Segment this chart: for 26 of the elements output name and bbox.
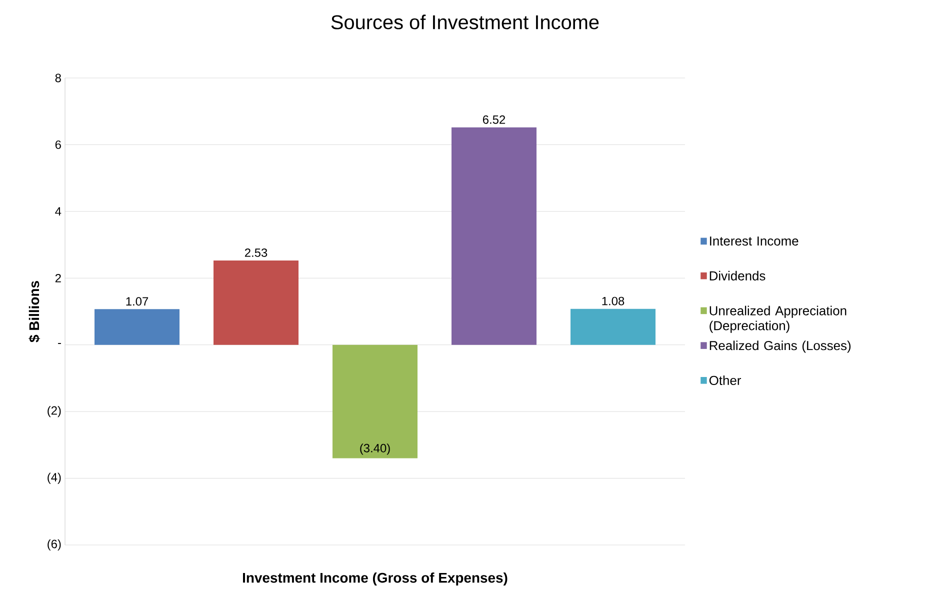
bar <box>94 309 180 345</box>
y-tick-label: 4 <box>55 207 62 216</box>
y-tick-label: (2) <box>48 406 61 418</box>
y-tick-label: 6 <box>55 140 61 149</box>
x-axis-title: Investment Income (Gross of Expenses) <box>243 572 508 586</box>
y-axis-title: $ Billions <box>28 281 40 342</box>
bar <box>214 260 299 345</box>
y-tick-label: (4) <box>48 472 61 484</box>
y-tick-label: 8 <box>55 74 61 82</box>
chart-title: Sources of Investment Income <box>331 14 599 30</box>
legend-label: Unrealized Appreciation (Depreciation) <box>710 306 846 333</box>
bar <box>452 127 537 345</box>
bar <box>570 308 656 345</box>
y-tick-label: - <box>58 343 61 344</box>
data-label: 1.08 <box>602 296 624 306</box>
bar <box>332 344 418 458</box>
legend-label: Realized Gains (Losses) <box>710 340 851 353</box>
data-label: 1.07 <box>126 297 148 306</box>
y-tick-label: (6) <box>48 539 61 551</box>
legend-label: Dividends <box>710 270 766 280</box>
data-label: (3.40) <box>360 444 390 455</box>
legend-label: Other <box>709 376 742 386</box>
legend-label: Interest Income <box>710 236 798 246</box>
data-label: 2.53 <box>244 248 268 257</box>
y-tick-label: 2 <box>55 274 61 282</box>
data-label: 6.52 <box>482 115 506 124</box>
